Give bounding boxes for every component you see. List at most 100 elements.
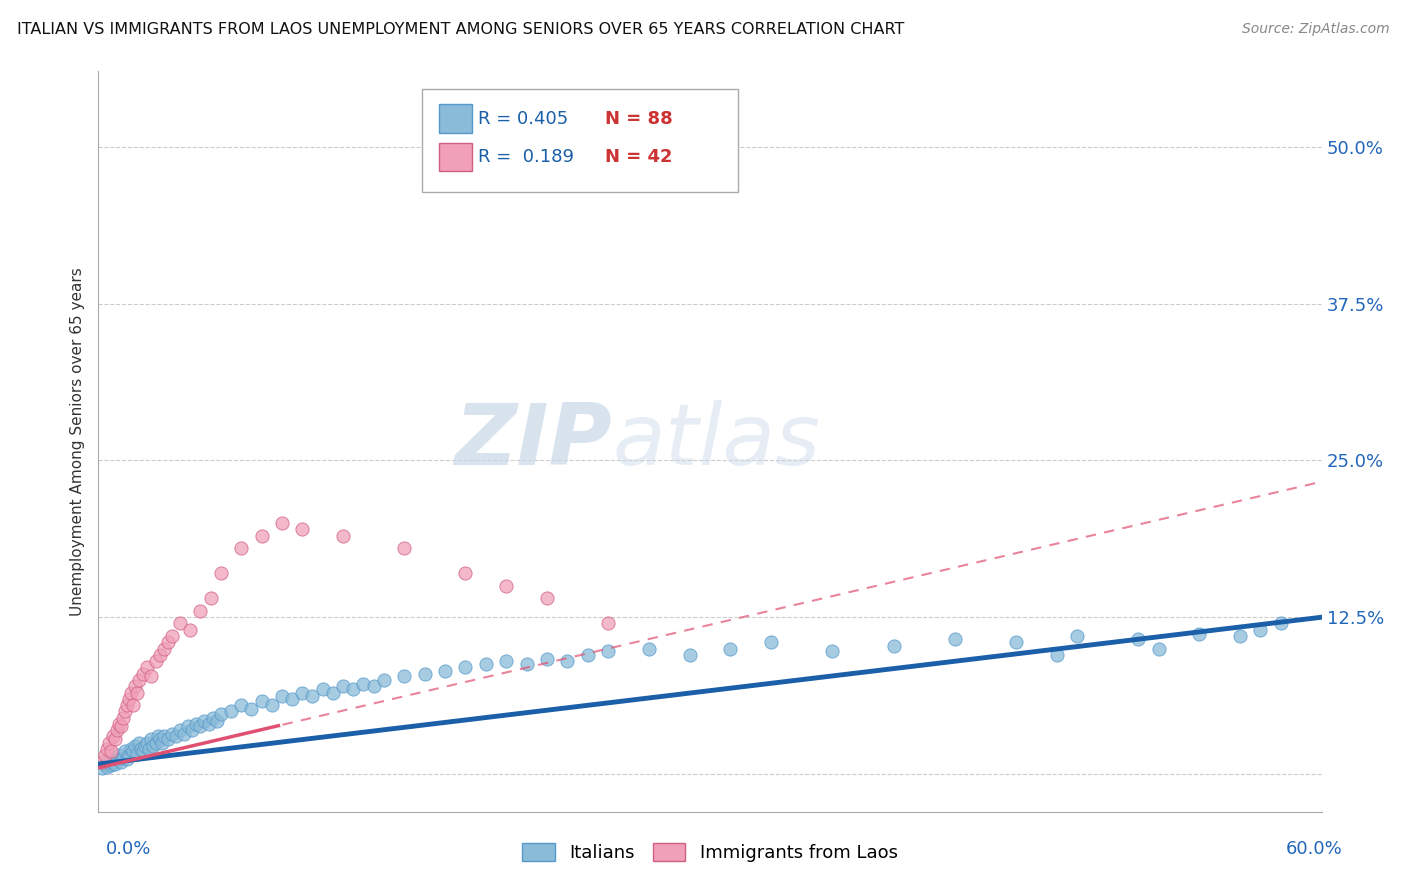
- Point: [129, 742, 152, 756]
- Point: [250, 694, 273, 708]
- Point: [193, 714, 215, 729]
- Point: [122, 698, 145, 712]
- Point: [188, 604, 212, 618]
- Legend: Italians, Immigrants from Laos: Italians, Immigrants from Laos: [515, 836, 905, 870]
- Point: [145, 736, 167, 750]
- Point: [124, 679, 146, 693]
- Point: [186, 717, 208, 731]
- Point: [110, 755, 132, 769]
- Point: [160, 727, 183, 741]
- Point: [149, 731, 172, 746]
- Point: [536, 651, 558, 665]
- Point: [149, 648, 172, 662]
- Point: [342, 681, 364, 696]
- Point: [332, 679, 354, 693]
- Point: [111, 710, 134, 724]
- Point: [821, 644, 844, 658]
- Point: [1270, 616, 1292, 631]
- Point: [173, 727, 195, 741]
- Point: [108, 748, 131, 763]
- Point: [373, 673, 395, 687]
- Point: [179, 623, 201, 637]
- Point: [132, 744, 155, 758]
- Point: [312, 681, 335, 696]
- Point: [260, 698, 283, 712]
- Text: 60.0%: 60.0%: [1286, 840, 1343, 858]
- Point: [219, 704, 242, 718]
- Point: [209, 706, 232, 721]
- Point: [231, 541, 253, 556]
- Point: [536, 591, 558, 606]
- Point: [101, 730, 124, 744]
- Point: [105, 723, 128, 738]
- Point: [761, 635, 783, 649]
- Point: [127, 747, 149, 761]
- Point: [136, 660, 159, 674]
- Point: [160, 629, 183, 643]
- Point: [141, 669, 163, 683]
- Point: [454, 566, 477, 581]
- Point: [392, 669, 416, 683]
- Point: [118, 748, 141, 763]
- Point: [555, 654, 579, 668]
- Point: [122, 744, 145, 758]
- Point: [114, 744, 136, 758]
- Text: ITALIAN VS IMMIGRANTS FROM LAOS UNEMPLOYMENT AMONG SENIORS OVER 65 YEARS CORRELA: ITALIAN VS IMMIGRANTS FROM LAOS UNEMPLOY…: [17, 22, 904, 37]
- Text: R =  0.189: R = 0.189: [478, 148, 574, 166]
- Text: atlas: atlas: [612, 400, 820, 483]
- Point: [145, 654, 167, 668]
- Point: [943, 632, 966, 646]
- Point: [96, 742, 118, 756]
- Point: [598, 616, 620, 631]
- Point: [97, 755, 120, 769]
- Point: [1128, 632, 1150, 646]
- Point: [209, 566, 232, 581]
- Point: [101, 756, 124, 770]
- Point: [96, 759, 118, 773]
- Point: [100, 744, 122, 758]
- Point: [97, 736, 120, 750]
- Point: [434, 664, 457, 678]
- Point: [413, 666, 436, 681]
- Point: [516, 657, 538, 671]
- Point: [495, 579, 517, 593]
- Point: [115, 698, 138, 712]
- Text: R = 0.405: R = 0.405: [478, 110, 568, 128]
- Point: [115, 752, 138, 766]
- Point: [93, 757, 115, 772]
- Point: [250, 529, 273, 543]
- Point: [100, 758, 122, 772]
- Point: [177, 719, 200, 733]
- Point: [495, 654, 517, 668]
- Point: [1147, 641, 1170, 656]
- Point: [128, 736, 150, 750]
- Point: [124, 739, 146, 754]
- Point: [291, 685, 314, 699]
- Point: [201, 710, 224, 724]
- Point: [1004, 635, 1026, 649]
- Text: N = 42: N = 42: [605, 148, 672, 166]
- Point: [127, 685, 149, 699]
- Point: [150, 736, 173, 750]
- Point: [110, 719, 132, 733]
- Point: [120, 685, 142, 699]
- Point: [118, 691, 141, 706]
- Point: [637, 641, 661, 656]
- Point: [146, 730, 169, 744]
- Text: 0.0%: 0.0%: [105, 840, 150, 858]
- Point: [169, 723, 191, 738]
- Point: [270, 516, 294, 530]
- Point: [105, 752, 128, 766]
- Point: [156, 731, 179, 746]
- Point: [1229, 629, 1251, 643]
- Point: [93, 748, 115, 763]
- Point: [134, 739, 156, 754]
- Y-axis label: Unemployment Among Seniors over 65 years: Unemployment Among Seniors over 65 years: [70, 268, 86, 615]
- Point: [281, 691, 304, 706]
- Point: [291, 522, 314, 536]
- Point: [598, 644, 620, 658]
- Point: [200, 591, 222, 606]
- Point: [108, 717, 131, 731]
- Point: [152, 730, 174, 744]
- Point: [332, 529, 354, 543]
